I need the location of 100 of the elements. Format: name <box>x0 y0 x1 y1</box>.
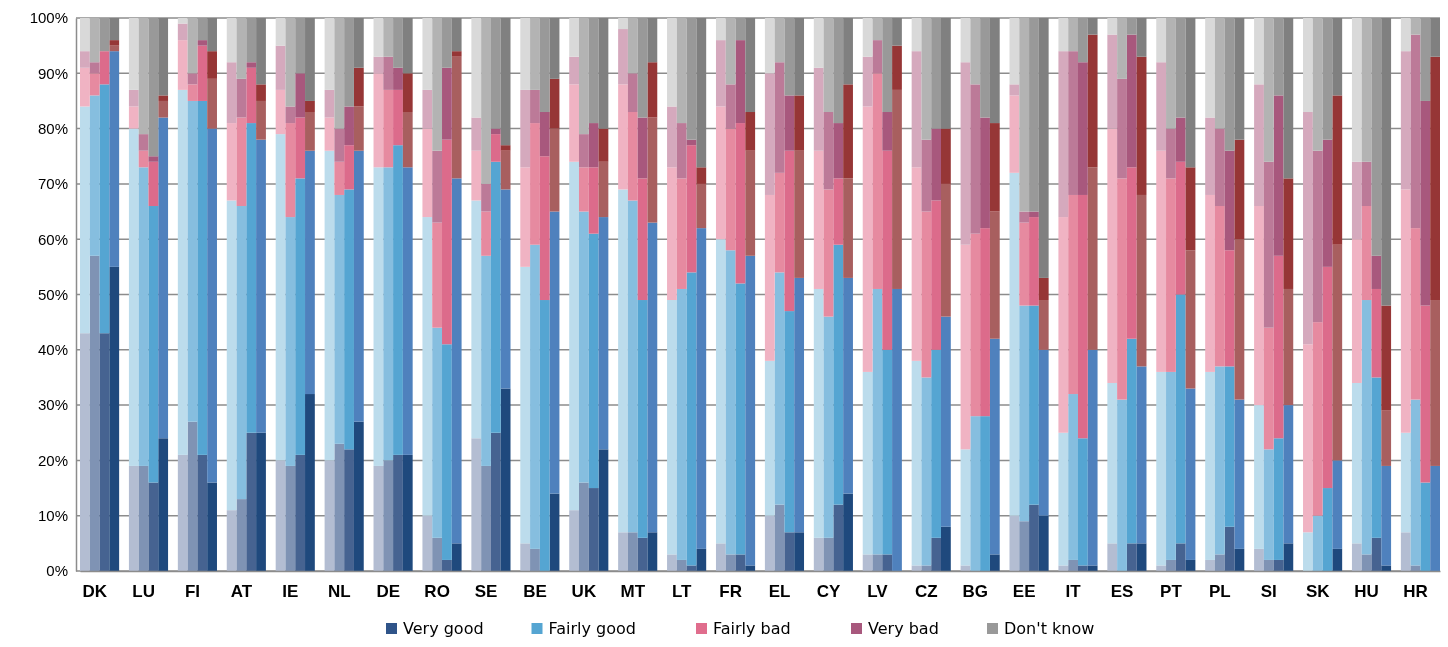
bar <box>236 18 247 79</box>
bar <box>490 128 501 135</box>
bar <box>89 73 100 96</box>
bar <box>569 84 579 162</box>
bar <box>1410 34 1421 229</box>
bar <box>578 167 589 212</box>
bar <box>725 250 736 555</box>
bar <box>353 106 364 151</box>
bar <box>872 554 883 571</box>
bar <box>1156 150 1167 372</box>
bar <box>305 150 315 395</box>
bar <box>960 565 971 571</box>
bar <box>1136 194 1147 367</box>
bar <box>1381 305 1392 411</box>
y-tick-label: 60% <box>37 230 68 248</box>
bar <box>1332 95 1343 245</box>
bar <box>627 18 638 74</box>
bar <box>794 532 805 571</box>
bar <box>1077 194 1088 439</box>
bar <box>1058 565 1069 571</box>
bar <box>1038 515 1049 571</box>
bar <box>481 465 491 571</box>
bar <box>471 18 482 118</box>
bar <box>1166 559 1176 571</box>
bar <box>295 18 306 74</box>
bar <box>353 421 364 571</box>
x-tick-label: SI <box>1260 582 1277 602</box>
bar <box>1400 189 1411 433</box>
bar <box>980 18 990 118</box>
bar <box>207 51 217 79</box>
bar <box>882 150 893 350</box>
bar <box>158 100 169 118</box>
bar <box>1214 18 1225 129</box>
bar <box>334 443 345 571</box>
bar <box>941 526 951 571</box>
bar <box>138 167 149 466</box>
bar <box>637 300 648 538</box>
bar <box>1175 543 1186 571</box>
bar <box>275 134 286 461</box>
bar <box>1224 250 1235 367</box>
bar <box>1371 255 1382 289</box>
bar <box>921 565 932 571</box>
bar <box>921 139 932 212</box>
bar <box>177 23 188 41</box>
bar <box>373 465 384 571</box>
bar <box>1332 460 1343 549</box>
bar <box>158 438 169 571</box>
bar <box>128 106 139 129</box>
bar <box>569 18 579 57</box>
bar <box>393 454 403 571</box>
bar <box>696 228 707 549</box>
x-tick-label: IT <box>1065 582 1082 602</box>
bar <box>197 18 208 41</box>
bar <box>1214 366 1225 555</box>
bar <box>813 288 824 538</box>
bar <box>931 18 942 129</box>
bar <box>422 515 433 571</box>
bar <box>1068 18 1078 52</box>
bar <box>813 18 824 68</box>
bar <box>941 128 951 184</box>
bar <box>1185 167 1196 251</box>
bar <box>667 18 677 107</box>
bar <box>637 18 648 118</box>
bar <box>833 504 844 571</box>
bar <box>1126 543 1137 571</box>
bar <box>1234 139 1245 240</box>
bar <box>843 277 853 494</box>
bar <box>471 438 482 571</box>
bar <box>1185 559 1196 571</box>
bar <box>764 515 775 571</box>
bar <box>500 145 511 151</box>
x-tick-label: AT <box>230 582 253 602</box>
bar <box>1205 117 1215 195</box>
bar <box>373 18 384 57</box>
bar <box>667 106 677 168</box>
bar <box>1273 438 1284 560</box>
bar <box>1205 194 1215 372</box>
bar <box>1322 266 1333 489</box>
bar <box>451 178 462 544</box>
bar <box>667 300 677 555</box>
bar <box>353 150 364 422</box>
bar <box>892 89 902 289</box>
bar <box>696 167 707 184</box>
bar <box>177 89 188 455</box>
bar <box>295 117 306 179</box>
x-tick-label: NL <box>327 582 351 602</box>
bar <box>578 18 589 135</box>
x-tick-label: SE <box>474 582 498 602</box>
bar <box>715 40 726 107</box>
bar <box>627 73 638 113</box>
bar <box>197 454 208 571</box>
bar <box>627 112 638 201</box>
x-tick-label: LV <box>867 582 889 602</box>
bar <box>794 277 805 533</box>
bar <box>1107 18 1118 35</box>
bar <box>637 178 648 301</box>
bar <box>80 333 90 571</box>
bar <box>334 128 345 162</box>
bar <box>422 18 433 90</box>
x-tick-label: SK <box>1305 582 1331 602</box>
